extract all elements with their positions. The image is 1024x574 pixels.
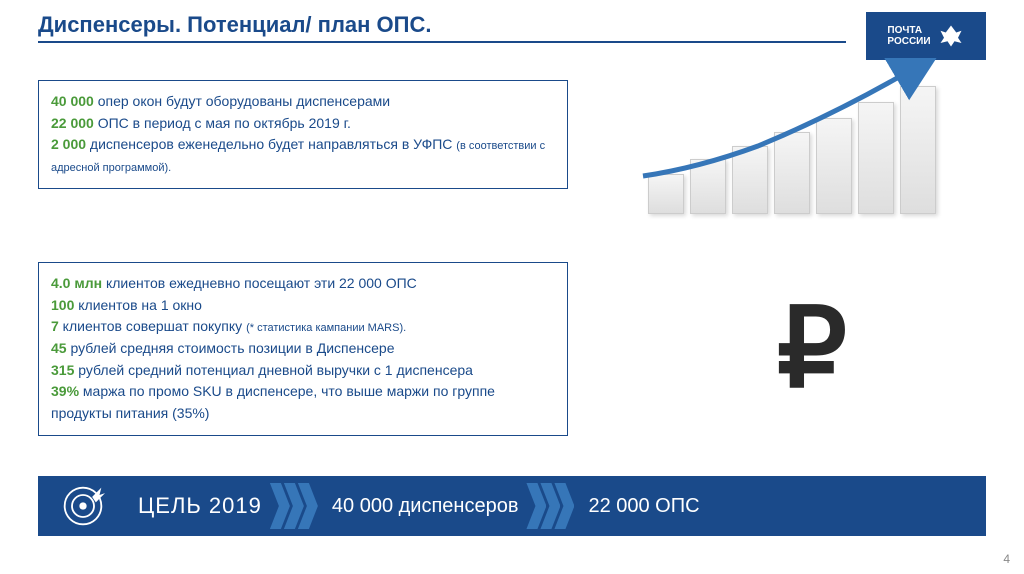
chevron-group <box>532 483 574 529</box>
logo-text: ПОЧТА РОССИИ <box>887 25 930 47</box>
bar <box>732 146 768 214</box>
slide: Диспенсеры. Потенциал/ план ОПС. ПОЧТА Р… <box>0 0 1024 574</box>
ruble-icon: ₽ <box>638 294 986 404</box>
stat-number: 100 <box>51 297 74 313</box>
growth-chart <box>598 80 986 220</box>
info-box-2: 4.0 млн клиентов ежедневно посещают эти … <box>38 262 568 436</box>
stat-number: 2 000 <box>51 136 86 152</box>
bar <box>690 159 726 214</box>
info-box-1: 40 000 опер окон будут оборудованы диспе… <box>38 80 568 189</box>
stat-number: 45 <box>51 340 67 356</box>
title-row: Диспенсеры. Потенциал/ план ОПС. ПОЧТА Р… <box>38 12 986 60</box>
stat-number: 315 <box>51 362 74 378</box>
row-2: 4.0 млн клиентов ежедневно посещают эти … <box>38 262 986 436</box>
chevron-group <box>276 483 318 529</box>
bar <box>774 132 810 214</box>
stat-number: 4.0 млн <box>51 275 102 291</box>
stat-text: маржа по промо SKU в диспенсере, что выш… <box>51 383 495 421</box>
stat-number: 7 <box>51 318 59 334</box>
eagle-icon <box>937 22 965 50</box>
bar-chart <box>648 86 936 214</box>
stat-text: диспенсеров еженедельно будет направлять… <box>86 136 456 152</box>
page-title: Диспенсеры. Потенциал/ план ОПС. <box>38 12 846 43</box>
stat-note: (* статистика кампании MARS). <box>246 322 406 334</box>
stat-number: 22 000 <box>51 115 94 131</box>
info-line: 315 рублей средний потенциал дневной выр… <box>51 360 555 382</box>
logo: ПОЧТА РОССИИ <box>866 12 986 60</box>
info-line: 45 рублей средняя стоимость позиции в Ди… <box>51 338 555 360</box>
stat-number: 39% <box>51 383 79 399</box>
stat-text: клиентов на 1 окно <box>74 297 202 313</box>
info-line: 22 000 ОПС в период с мая по октябрь 201… <box>51 113 555 135</box>
stat-text: рублей средняя стоимость позиции в Диспе… <box>67 340 395 356</box>
info-line: 2 000 диспенсеров еженедельно будет напр… <box>51 134 555 177</box>
info-line: 4.0 млн клиентов ежедневно посещают эти … <box>51 273 555 295</box>
goal-label: ЦЕЛЬ 2019 <box>138 493 262 519</box>
stat-text: ОПС в период с мая по октябрь 2019 г. <box>94 115 351 131</box>
stat-text: клиентов совершат покупку <box>59 318 246 334</box>
bar <box>858 102 894 214</box>
bar <box>900 86 936 214</box>
bar <box>648 174 684 214</box>
info-line: 40 000 опер окон будут оборудованы диспе… <box>51 91 555 113</box>
info-line: 39% маржа по промо SKU в диспенсере, что… <box>51 381 555 424</box>
goal-bar: ЦЕЛЬ 2019 40 000 диспенсеров 22 000 ОПС <box>38 476 986 536</box>
stat-number: 40 000 <box>51 93 94 109</box>
bar <box>816 118 852 214</box>
target-icon <box>58 481 108 531</box>
goal-value-2: 22 000 ОПС <box>588 495 699 518</box>
stat-text: клиентов ежедневно посещают эти 22 000 О… <box>102 275 417 291</box>
stat-text: опер окон будут оборудованы диспенсерами <box>94 93 390 109</box>
stat-text: рублей средний потенциал дневной выручки… <box>74 362 473 378</box>
info-line: 7 клиентов совершат покупку (* статистик… <box>51 316 555 338</box>
row-1: 40 000 опер окон будут оборудованы диспе… <box>38 80 986 220</box>
page-number: 4 <box>1003 552 1010 566</box>
goal-value-1: 40 000 диспенсеров <box>332 495 519 518</box>
info-line: 100 клиентов на 1 окно <box>51 295 555 317</box>
